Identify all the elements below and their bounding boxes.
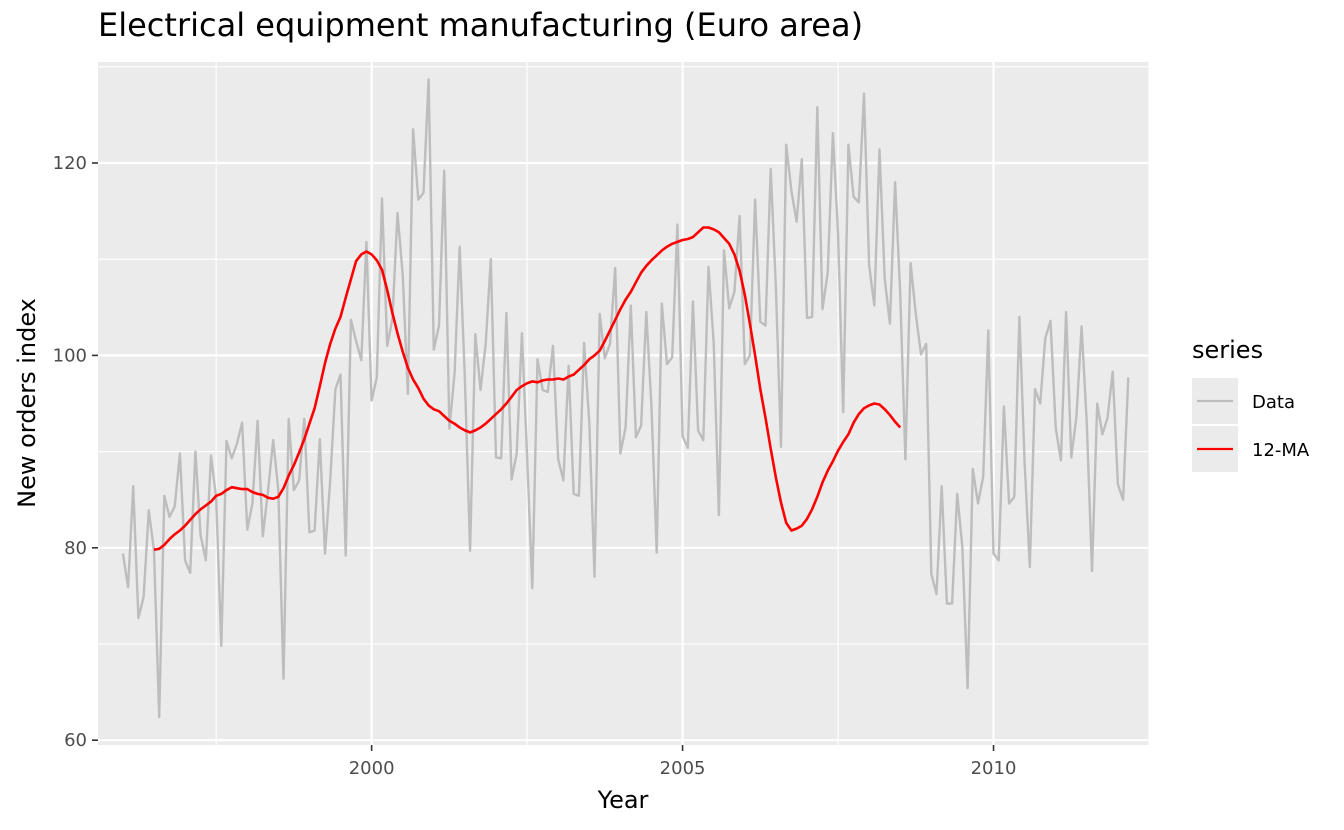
axes: 60 80 100 120 2000 2005 2010 <box>53 153 1017 779</box>
y-tick-label: 120 <box>53 153 87 174</box>
legend-item-12ma: 12-MA <box>1192 426 1310 472</box>
plot-panel <box>98 62 1149 745</box>
x-tick-label: 2000 <box>349 758 395 779</box>
y-tick-label: 60 <box>64 730 87 751</box>
legend-label-data: Data <box>1252 392 1295 413</box>
y-tick-label: 100 <box>53 345 87 366</box>
chart-title: Electrical equipment manufacturing (Euro… <box>98 6 864 44</box>
legend-title: series <box>1192 336 1263 364</box>
x-tick-label: 2010 <box>971 758 1017 779</box>
legend-item-data: Data <box>1192 378 1295 424</box>
legend: series Data 12-MA <box>1192 336 1310 472</box>
series-lines <box>121 78 1130 719</box>
x-tick-label: 2005 <box>660 758 706 779</box>
series-line-12ma <box>153 226 902 551</box>
series-line-data <box>121 78 1130 719</box>
y-axis-title: New orders index <box>13 298 41 508</box>
x-axis-title: Year <box>597 786 649 814</box>
y-tick-label: 80 <box>64 538 87 559</box>
legend-label-12ma: 12-MA <box>1252 440 1310 461</box>
